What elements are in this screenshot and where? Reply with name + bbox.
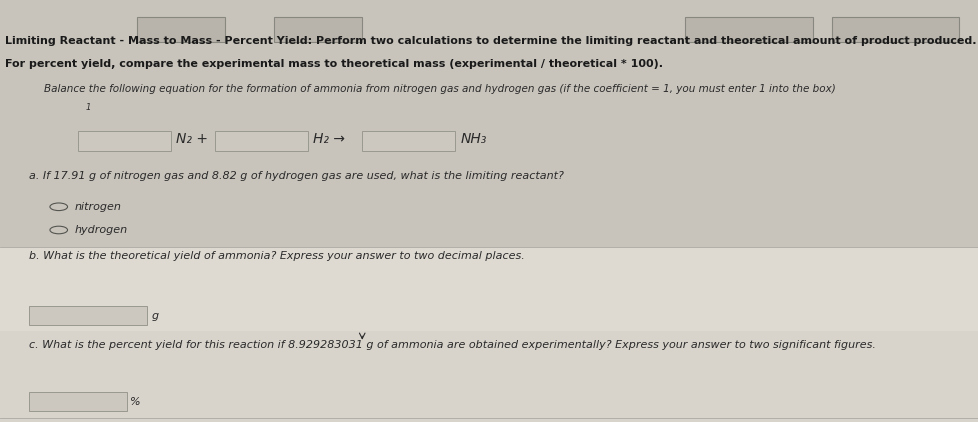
Text: a. If 17.91 g of nitrogen gas and 8.82 g of hydrogen gas are used, what is the l: a. If 17.91 g of nitrogen gas and 8.82 g… — [29, 171, 563, 181]
FancyBboxPatch shape — [215, 131, 308, 151]
FancyBboxPatch shape — [29, 306, 147, 325]
Text: N₂ +: N₂ + — [176, 132, 208, 146]
FancyBboxPatch shape — [685, 17, 812, 42]
FancyBboxPatch shape — [0, 331, 978, 422]
Text: b. What is the theoretical yield of ammonia? Express your answer to two decimal : b. What is the theoretical yield of ammo… — [29, 251, 524, 261]
Text: hydrogen: hydrogen — [74, 225, 127, 235]
Text: g: g — [152, 311, 158, 321]
FancyBboxPatch shape — [29, 392, 127, 411]
Text: 1: 1 — [85, 103, 91, 112]
Text: H₂ →: H₂ → — [313, 132, 345, 146]
FancyBboxPatch shape — [831, 17, 958, 42]
Text: c. What is the percent yield for this reaction if 8.929283031 g of ammonia are o: c. What is the percent yield for this re… — [29, 340, 875, 350]
FancyBboxPatch shape — [78, 131, 171, 151]
Text: Balance the following equation for the formation of ammonia from nitrogen gas an: Balance the following equation for the f… — [44, 84, 835, 95]
FancyBboxPatch shape — [362, 131, 455, 151]
FancyBboxPatch shape — [137, 17, 225, 42]
Text: For percent yield, compare the experimental mass to theoretical mass (experiment: For percent yield, compare the experimen… — [5, 59, 662, 69]
FancyBboxPatch shape — [0, 247, 978, 331]
Text: nitrogen: nitrogen — [74, 202, 121, 212]
Text: %: % — [130, 397, 141, 407]
Text: NH₃: NH₃ — [460, 132, 486, 146]
FancyBboxPatch shape — [274, 17, 362, 42]
Text: Limiting Reactant - Mass to Mass - Percent Yield: Perform two calculations to de: Limiting Reactant - Mass to Mass - Perce… — [5, 36, 975, 46]
